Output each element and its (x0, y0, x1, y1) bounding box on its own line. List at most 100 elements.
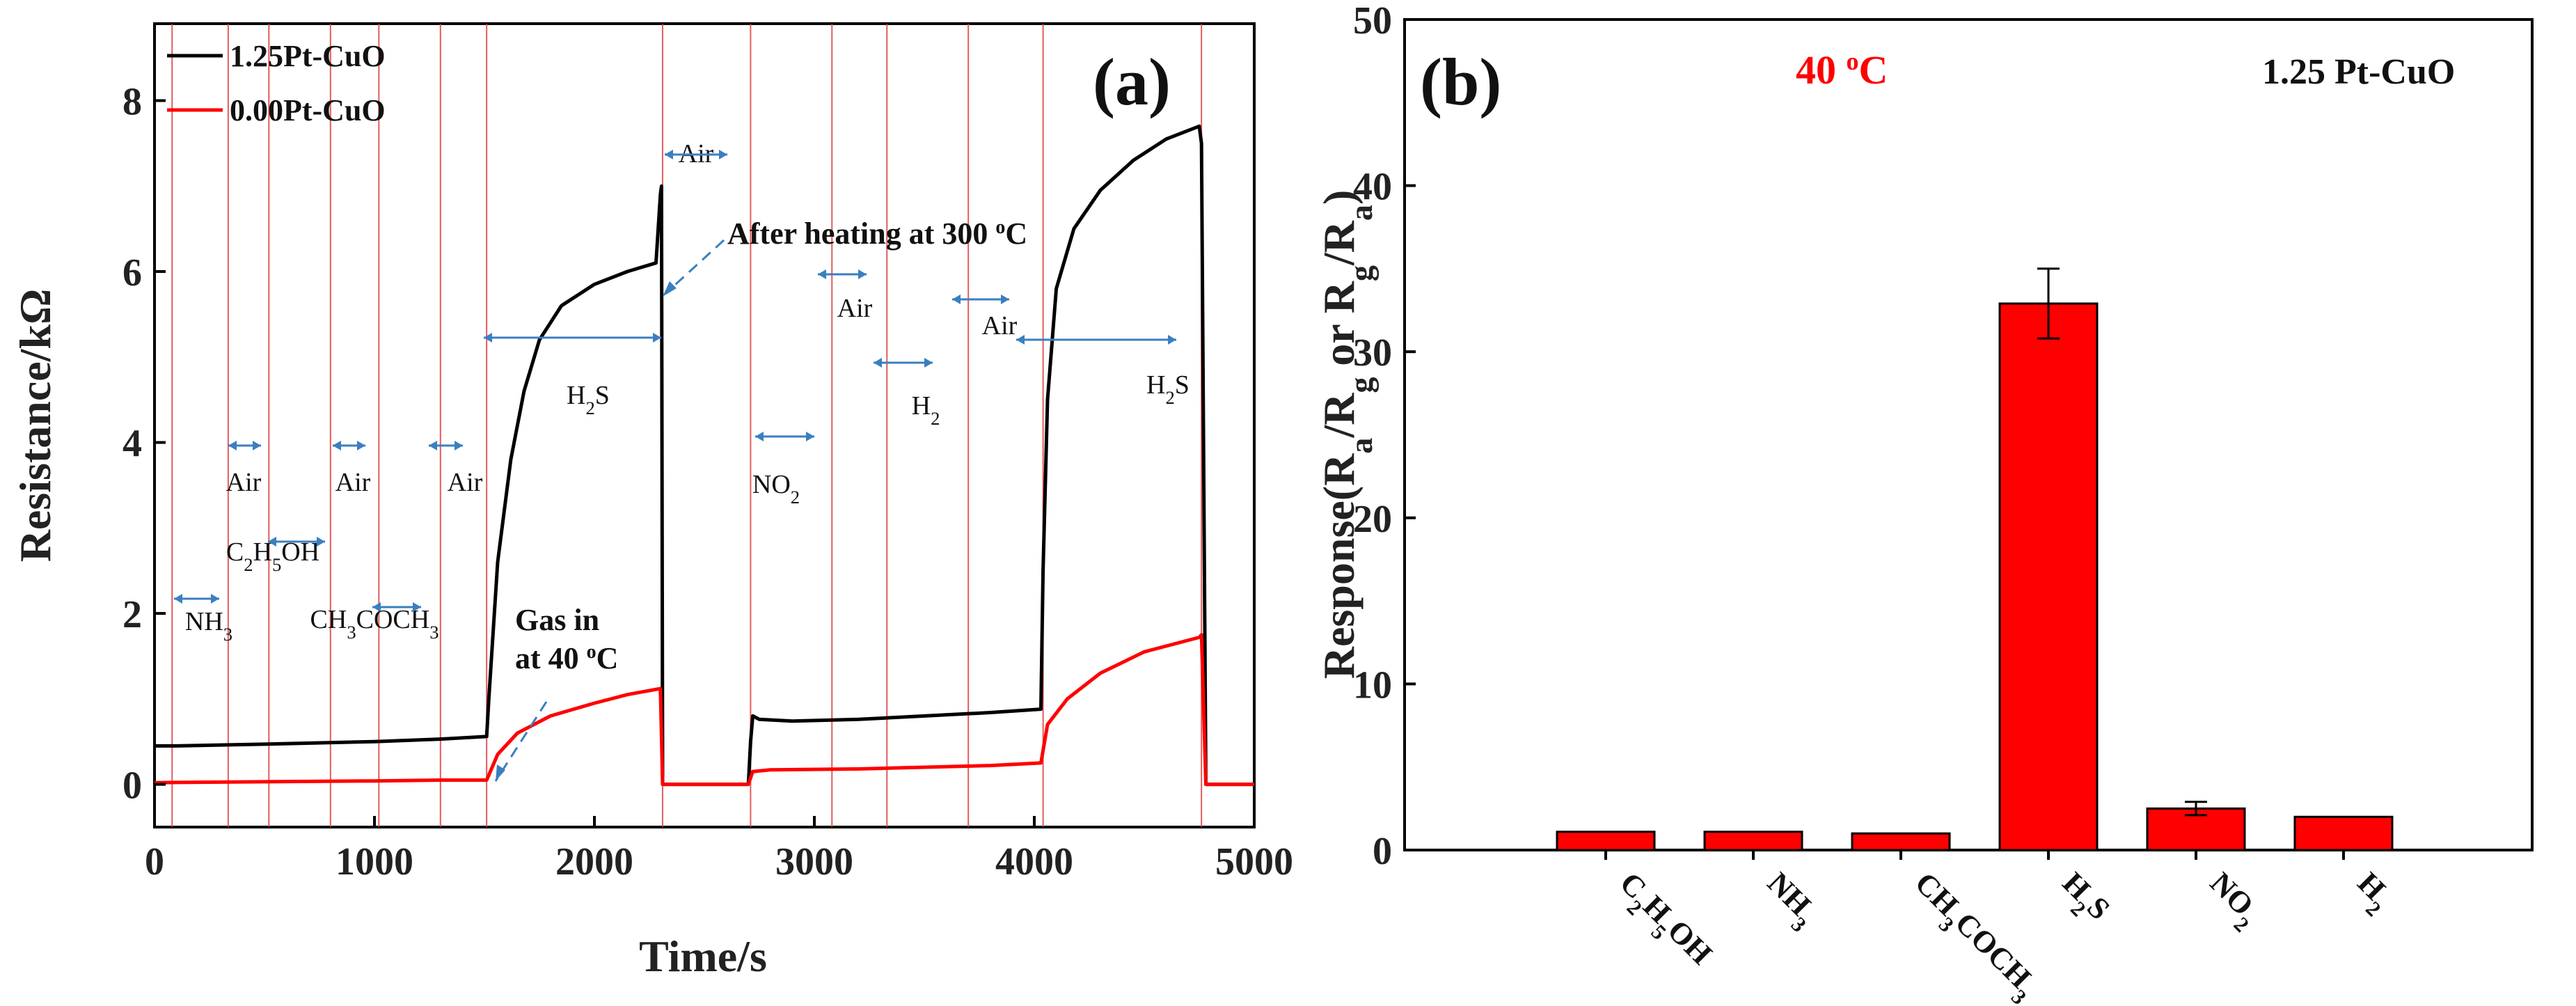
gas-in-arrow (494, 701, 548, 782)
category-label-group-0: C2H5OH (1606, 865, 1719, 977)
span-arrow-left-head-1 (228, 441, 237, 450)
span-arrow-right-head-9 (858, 269, 867, 279)
x-tick-label-0: 0 (145, 840, 164, 883)
panel-b-y-axis-label: Response(Ra/Rg or Rg/Ra) (1314, 190, 1379, 679)
category-label-group-3: H2S (2049, 865, 2117, 933)
gas-label-5: H2 (912, 391, 940, 429)
panel-b-label: (b) (1420, 45, 1501, 119)
gas-in-line-2: at 40 oC (515, 641, 618, 676)
y-tick-label-3: 6 (123, 251, 142, 294)
gas-label-4: NO2 (752, 470, 800, 508)
panel-a-y-axis-label: Resistance/kΩ (10, 289, 60, 563)
bar-3 (1998, 302, 2099, 851)
category-label-5: H2 (2344, 865, 2400, 921)
b-y-tick-label-0: 0 (1373, 830, 1392, 873)
panel-b-temperature: 40 oC (1796, 47, 1888, 93)
resistance-series (154, 124, 1254, 787)
air-label-0: Air (226, 468, 262, 497)
category-label-3: H2S (2049, 865, 2117, 933)
panel-a-plot-frame (153, 22, 1256, 828)
panel-a-label: (a) (1093, 45, 1171, 119)
y-tick-label-1: 2 (123, 593, 142, 636)
span-arrow-right-head-6 (653, 333, 661, 343)
category-label-1: NH3 (1754, 865, 1825, 936)
gas-in-note: Gas in at 40 oC (494, 603, 618, 782)
panel-a-y-ticks: 0 2 4 6 8 (123, 80, 166, 808)
gas-label-6: H2S (1146, 370, 1190, 408)
span-arrow-right-head-11 (1001, 294, 1009, 304)
b-y-tick-label-5: 50 (1353, 0, 1392, 42)
category-label-0: C2H5OH (1606, 865, 1718, 977)
heating-text: After heating at 300 oC (727, 217, 1027, 251)
bar-2 (1851, 832, 1951, 851)
span-arrow-right-head-8 (806, 432, 814, 441)
air-label-4: Air (837, 294, 873, 323)
gas-label-2: CH3COCH3 (310, 605, 439, 643)
span-arrow-left-head-7 (665, 150, 673, 159)
span-arrow-left-head-8 (755, 432, 764, 441)
panel-b-y-ticks: 0 10 20 30 40 50 (1353, 0, 1416, 873)
span-arrow-right-head-5 (455, 441, 463, 450)
panel-a-legend: 1.25Pt-CuO 0.00Pt-CuO (167, 39, 386, 127)
span-arrow-left-head-2 (268, 537, 276, 547)
bar-1 (1703, 831, 1803, 851)
bar-0 (1556, 831, 1656, 851)
gas-label-0: NH3 (185, 607, 232, 645)
span-arrow-right-head-0 (211, 594, 219, 604)
b-y-tick-label-3: 30 (1353, 331, 1392, 375)
y-tick-label-2: 4 (123, 423, 142, 466)
gas-label-3: H2S (567, 381, 610, 418)
x-tick-label-1: 1000 (335, 840, 413, 883)
legend-label-0.00pt: 0.00Pt-CuO (230, 93, 386, 127)
category-label-group-1: NH3 (1754, 865, 1825, 936)
category-label-group-4: NO2 (2197, 865, 2268, 936)
span-arrow-right-head-12 (1168, 335, 1176, 345)
y-tick-label-0: 0 (123, 764, 142, 808)
y-tick-label-4: 8 (123, 80, 142, 123)
span-arrow-right-head-4 (413, 602, 421, 612)
x-tick-label-5: 5000 (1215, 840, 1293, 883)
x-tick-label-4: 4000 (995, 840, 1073, 883)
x-tick-label-3: 3000 (775, 840, 853, 883)
panel-a-x-ticks: 0 1000 2000 3000 4000 5000 (145, 816, 1293, 883)
panel-a-x-axis-label: Time/s (639, 932, 767, 981)
span-arrow-left-head-6 (484, 333, 492, 343)
gas-in-line-1: Gas in (515, 603, 599, 637)
air-label-1: Air (335, 468, 371, 497)
response-bars (1556, 267, 2394, 851)
panel-b-sample-name: 1.25 Pt-CuO (2262, 52, 2455, 92)
series-line-1 (154, 633, 1254, 787)
air-label-5: Air (982, 311, 1018, 340)
category-label-group-2: CH3COCH3 (1902, 865, 2045, 1006)
span-arrow-right-head-1 (253, 441, 261, 450)
b-y-tick-label-1: 10 (1353, 663, 1392, 707)
span-arrow-left-head-4 (372, 602, 381, 612)
span-arrow-left-head-3 (333, 441, 341, 450)
air-label-2: Air (448, 468, 483, 497)
span-arrow-left-head-9 (818, 269, 826, 279)
heating-arrowhead (663, 281, 677, 297)
heating-arrow (665, 239, 725, 294)
span-arrow-right-head-7 (719, 150, 727, 159)
bar-5 (2293, 815, 2394, 851)
span-arrow-left-head-12 (1016, 335, 1025, 345)
span-arrow-right-head-10 (924, 358, 933, 368)
panel-b-plot-frame (1403, 18, 2534, 851)
span-arrow-left-head-0 (174, 594, 182, 604)
category-label-4: NO2 (2197, 865, 2268, 936)
heating-note: After heating at 300 oC (663, 217, 1027, 297)
b-y-tick-label-2: 20 (1353, 498, 1392, 541)
category-label-group-5: H2 (2344, 865, 2400, 921)
category-label-2: CH3COCH3 (1902, 865, 2045, 1006)
span-arrow-left-head-10 (874, 358, 882, 368)
span-arrow-left-head-11 (952, 294, 961, 304)
span-arrow-right-head-3 (357, 441, 365, 450)
span-arrow-right-head-2 (317, 537, 325, 547)
x-tick-label-2: 2000 (555, 840, 633, 883)
b-y-tick-label-4: 40 (1353, 166, 1392, 209)
